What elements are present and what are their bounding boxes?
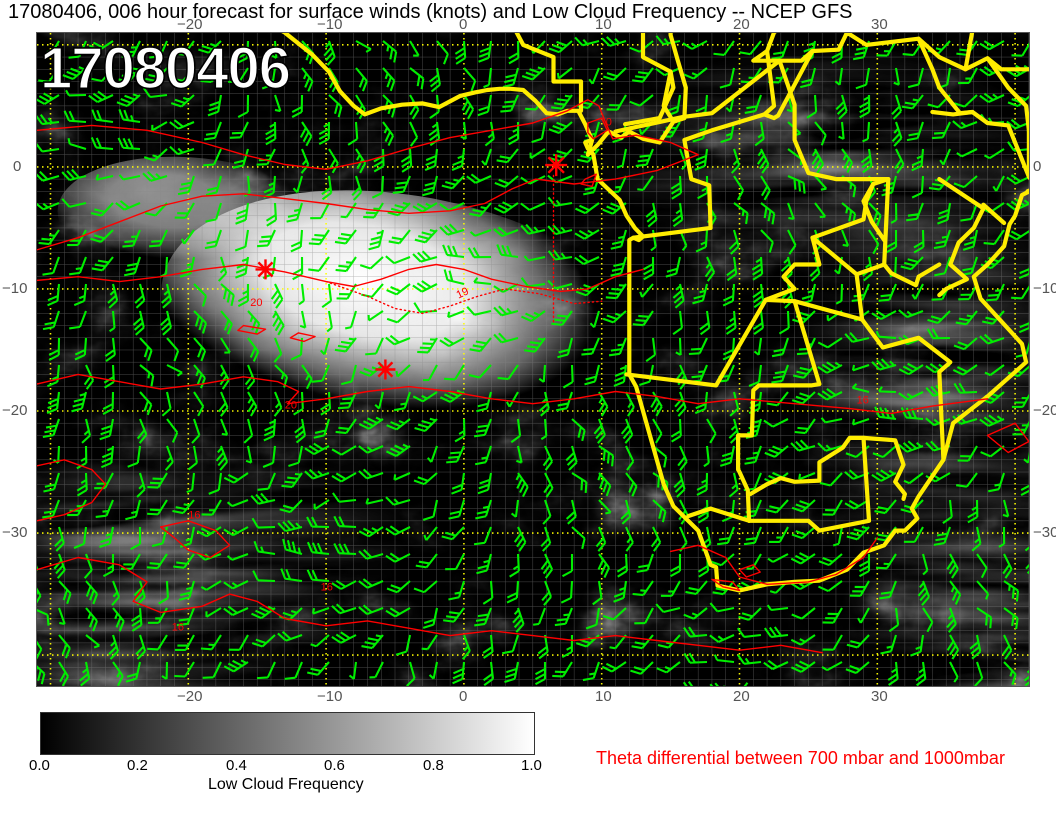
svg-text:16: 16 — [857, 395, 869, 407]
svg-text:0: 0 — [606, 116, 612, 128]
svg-text:20: 20 — [285, 400, 297, 412]
svg-text:16: 16 — [172, 622, 184, 634]
svg-text:16: 16 — [321, 581, 333, 593]
svg-text:20: 20 — [250, 297, 262, 309]
svg-text:16: 16 — [188, 509, 200, 521]
